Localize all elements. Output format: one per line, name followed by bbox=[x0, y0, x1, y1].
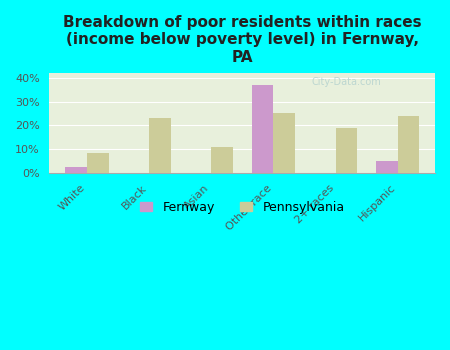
Bar bbox=[252, 85, 273, 173]
Bar bbox=[65, 167, 87, 173]
Title: Breakdown of poor residents within races
(income below poverty level) in Fernway: Breakdown of poor residents within races… bbox=[63, 15, 422, 65]
Bar bbox=[336, 128, 357, 173]
Bar bbox=[273, 113, 295, 173]
Bar bbox=[398, 116, 419, 173]
Text: City-Data.com: City-Data.com bbox=[312, 77, 382, 87]
Bar bbox=[376, 161, 398, 173]
Bar bbox=[211, 147, 233, 173]
Bar bbox=[87, 153, 108, 173]
Legend: Fernway, Pennsylvania: Fernway, Pennsylvania bbox=[135, 196, 350, 219]
Bar bbox=[149, 118, 171, 173]
